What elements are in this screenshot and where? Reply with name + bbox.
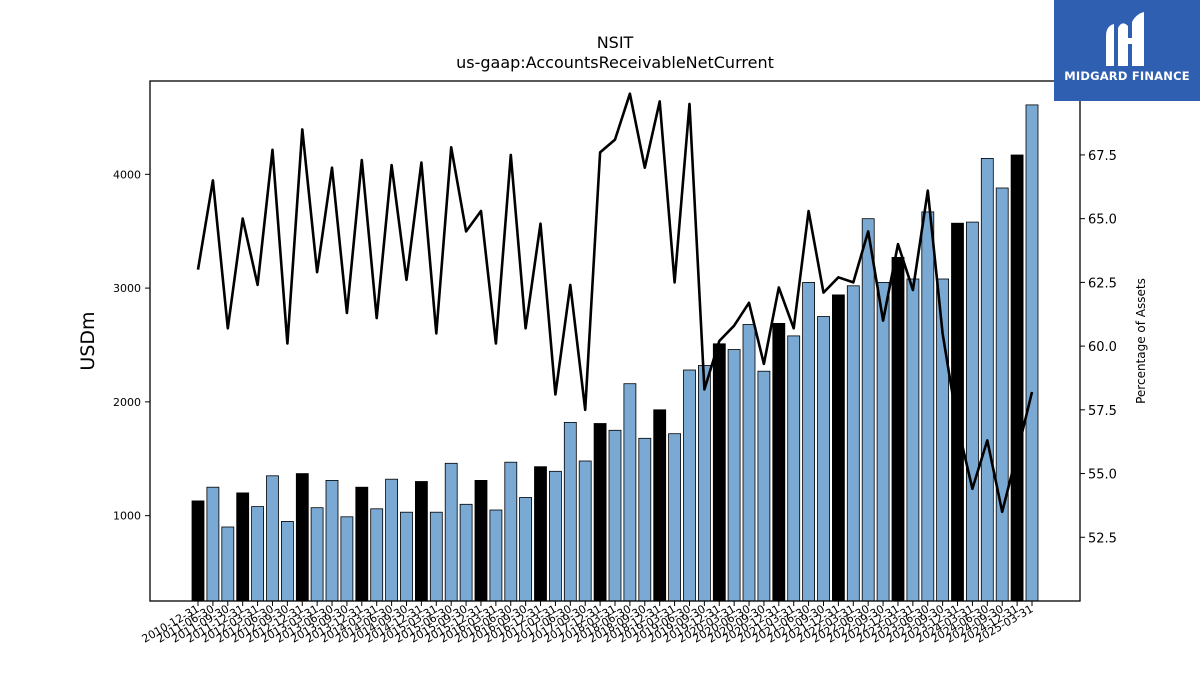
bar	[668, 433, 681, 602]
brand-logo: MIDGARD FINANCE	[1054, 0, 1200, 101]
bar	[549, 470, 562, 602]
bar	[191, 500, 205, 602]
bar	[221, 526, 235, 602]
chart-title: NSIT	[596, 33, 634, 52]
bar	[459, 503, 473, 602]
bar	[906, 278, 920, 602]
bar	[638, 437, 652, 602]
bar	[563, 421, 577, 602]
bar	[742, 324, 756, 602]
y2-axis-label: Percentage of Assets	[1134, 278, 1148, 404]
bar	[429, 511, 443, 602]
chart-subtitle: us-gaap:AccountsReceivableNetCurrent	[456, 53, 774, 72]
bar	[608, 429, 622, 602]
bar	[444, 462, 458, 602]
bar	[951, 222, 964, 602]
bar	[727, 349, 741, 602]
bar	[340, 516, 354, 602]
bar	[861, 218, 875, 602]
y-tick-label: 1000	[113, 510, 141, 523]
bar	[1010, 154, 1024, 602]
bar	[698, 365, 711, 602]
bar	[757, 370, 771, 602]
bar	[787, 335, 801, 602]
bar	[355, 486, 369, 602]
bar	[266, 475, 279, 602]
y2-tick-label: 60.0	[1088, 340, 1117, 355]
bar	[1025, 104, 1039, 602]
y2-tick-label: 55.0	[1088, 468, 1117, 483]
y-axis-label: USDm	[77, 311, 99, 370]
midgard-m-logo-icon	[1106, 12, 1144, 66]
bar	[772, 322, 786, 602]
bar	[534, 466, 547, 602]
bar	[876, 281, 890, 602]
bar	[325, 479, 339, 602]
bar	[832, 294, 845, 602]
bar	[251, 506, 265, 602]
bar	[683, 369, 696, 602]
y-tick-label: 3000	[113, 282, 141, 295]
bar	[891, 256, 905, 602]
bar	[623, 383, 637, 602]
bar	[474, 479, 488, 602]
bar	[414, 481, 428, 602]
bar	[578, 460, 592, 602]
bar	[966, 221, 979, 602]
y-tick-label: 4000	[113, 168, 141, 181]
bar	[519, 497, 532, 602]
bar	[846, 285, 860, 602]
bar	[817, 316, 830, 602]
bar	[653, 409, 667, 602]
bar	[295, 473, 309, 602]
bar	[385, 478, 399, 602]
series-line	[196, 92, 1034, 514]
bar	[921, 211, 935, 602]
logo-text: MIDGARD FINANCE	[1064, 69, 1190, 83]
bar	[489, 509, 503, 602]
bar	[980, 157, 994, 602]
bar	[206, 486, 220, 602]
y2-tick-label: 67.5	[1088, 149, 1117, 164]
y2-tick-label: 57.5	[1088, 404, 1117, 419]
bar	[712, 343, 726, 602]
bar	[802, 281, 815, 602]
bar	[280, 521, 294, 602]
bar	[995, 187, 1009, 602]
bar	[310, 507, 324, 602]
bar	[370, 508, 384, 602]
y2-tick-label: 65.0	[1088, 213, 1117, 228]
bar	[504, 461, 518, 602]
bar	[400, 511, 413, 602]
bar	[593, 423, 607, 602]
y2-tick-label: 62.5	[1088, 276, 1117, 291]
bar	[236, 492, 250, 602]
y-tick-label: 2000	[113, 396, 141, 409]
y2-tick-label: 52.5	[1088, 531, 1117, 546]
